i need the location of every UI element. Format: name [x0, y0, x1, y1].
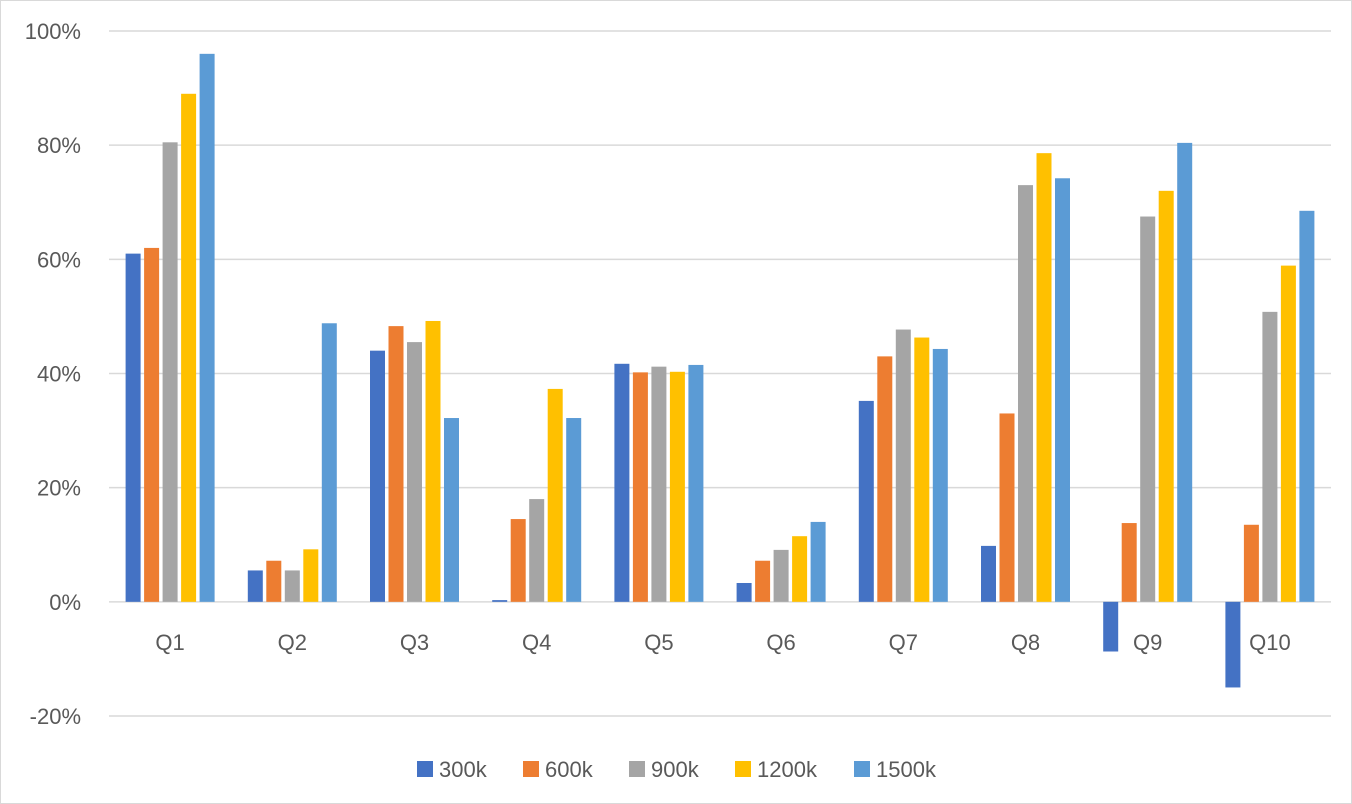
- bar-q6-600k: [755, 560, 771, 602]
- y-tick-label: -20%: [30, 704, 81, 729]
- bar-q5-900k: [651, 366, 667, 602]
- x-tick-label: Q3: [400, 630, 429, 655]
- bar-q10-300k: [1225, 601, 1241, 688]
- bar-q4-900k: [529, 499, 545, 602]
- bar-q2-1500k: [321, 323, 337, 602]
- x-tick-label: Q9: [1133, 630, 1162, 655]
- bar-q6-300k: [736, 582, 752, 602]
- bar-q3-300k: [370, 350, 385, 602]
- bar-q6-900k: [773, 549, 789, 602]
- bar-q2-900k: [284, 570, 300, 602]
- bar-q2-300k: [247, 570, 263, 602]
- legend-label-300k: 300k: [439, 757, 488, 782]
- x-tick-label: Q7: [889, 630, 918, 655]
- x-tick-label: Q6: [766, 630, 795, 655]
- y-tick-label: 20%: [37, 476, 81, 501]
- bar-q10-900k: [1262, 311, 1278, 602]
- bar-q10-1200k: [1280, 265, 1296, 602]
- x-tick-label: Q4: [522, 630, 551, 655]
- bars: [125, 53, 1315, 688]
- bar-q5-600k: [632, 372, 648, 602]
- legend-label-900k: 900k: [651, 757, 700, 782]
- legend: 300k 600k 900k 1200k 1500k: [417, 757, 937, 782]
- x-tick-label: Q10: [1249, 630, 1291, 655]
- bar-q6-1200k: [792, 536, 808, 602]
- bar-q8-600k: [999, 413, 1015, 602]
- bar-q8-1500k: [1055, 178, 1070, 602]
- x-axis-labels: Q1 Q2 Q3 Q4 Q5 Q6 Q7 Q8 Q9 Q10: [155, 630, 1290, 655]
- bar-q4-600k: [510, 519, 526, 602]
- bar-q8-300k: [981, 545, 996, 602]
- bar-q9-300k: [1103, 601, 1119, 652]
- bar-q5-300k: [614, 363, 630, 602]
- bar-q2-600k: [266, 560, 282, 602]
- legend-swatch-600k: [523, 761, 539, 777]
- bar-q5-1500k: [688, 364, 704, 602]
- legend-label-1500k: 1500k: [876, 757, 937, 782]
- bar-q9-1500k: [1177, 142, 1193, 602]
- bar-q10-1500k: [1299, 210, 1315, 602]
- x-tick-label: Q8: [1011, 630, 1040, 655]
- bar-q8-1200k: [1036, 153, 1052, 602]
- bar-q1-300k: [125, 253, 141, 602]
- legend-swatch-1200k: [735, 761, 751, 777]
- x-tick-label: Q1: [155, 630, 184, 655]
- y-axis-labels: -20% 0% 20% 40% 60% 80% 100%: [25, 19, 81, 729]
- bar-q7-1500k: [932, 348, 948, 602]
- bar-q5-1200k: [669, 371, 685, 602]
- bar-q9-1200k: [1158, 190, 1174, 602]
- bar-q1-900k: [162, 142, 178, 602]
- bar-q9-600k: [1121, 523, 1137, 602]
- x-tick-label: Q5: [644, 630, 673, 655]
- bar-q1-1200k: [181, 93, 197, 602]
- y-tick-label: 60%: [37, 247, 81, 272]
- legend-label-1200k: 1200k: [757, 757, 818, 782]
- bar-q10-600k: [1243, 524, 1259, 602]
- bar-q8-900k: [1018, 185, 1033, 602]
- legend-swatch-900k: [629, 761, 645, 777]
- bar-q3-1500k: [444, 418, 459, 602]
- x-tick-label: Q2: [278, 630, 307, 655]
- bar-q1-1500k: [199, 53, 215, 602]
- y-tick-label: 40%: [37, 362, 81, 387]
- bar-q4-1500k: [566, 418, 582, 602]
- y-tick-label: 0%: [49, 590, 81, 615]
- legend-swatch-300k: [417, 761, 433, 777]
- bar-q4-1200k: [547, 388, 563, 602]
- bar-q3-600k: [388, 326, 404, 602]
- bar-q2-1200k: [303, 549, 319, 602]
- bar-q7-1200k: [914, 337, 930, 602]
- bar-q6-1500k: [810, 521, 826, 602]
- bar-q4-300k: [492, 600, 508, 602]
- bar-q1-600k: [144, 247, 160, 602]
- bar-q3-1200k: [425, 320, 441, 602]
- bar-q9-900k: [1140, 216, 1156, 602]
- legend-label-600k: 600k: [545, 757, 594, 782]
- bar-q3-900k: [407, 342, 422, 602]
- y-tick-label: 80%: [37, 133, 81, 158]
- bar-q7-600k: [877, 356, 893, 602]
- legend-swatch-1500k: [854, 761, 870, 777]
- bar-q7-900k: [895, 329, 911, 602]
- y-tick-label: 100%: [25, 19, 81, 44]
- bar-q7-300k: [858, 400, 874, 602]
